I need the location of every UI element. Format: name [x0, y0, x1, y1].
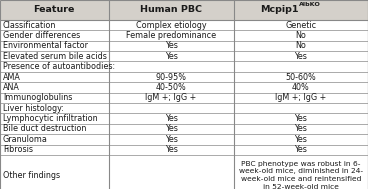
- Text: Lymphocytic infiltration: Lymphocytic infiltration: [3, 114, 98, 123]
- Text: Yes: Yes: [294, 114, 307, 123]
- Bar: [0, 41, 368, 51]
- Bar: [0, 72, 368, 82]
- Text: ANA: ANA: [3, 83, 20, 92]
- Text: 40%: 40%: [292, 83, 310, 92]
- Text: Yes: Yes: [294, 135, 307, 144]
- Text: Yes: Yes: [165, 125, 177, 133]
- Text: Environmental factor: Environmental factor: [3, 41, 88, 50]
- Bar: [0, 145, 368, 155]
- Bar: [0, 20, 368, 30]
- Text: Mcpip1: Mcpip1: [261, 5, 299, 14]
- Text: Granuloma: Granuloma: [3, 135, 48, 144]
- Text: Yes: Yes: [294, 52, 307, 61]
- Text: 50-60%: 50-60%: [286, 73, 316, 81]
- Bar: [0, 93, 368, 103]
- Bar: [0, 82, 368, 93]
- Text: Complex etiology: Complex etiology: [136, 21, 206, 29]
- Bar: [0, 113, 368, 124]
- Text: Fibrosis: Fibrosis: [3, 145, 33, 154]
- Bar: [0, 30, 368, 41]
- Text: Yes: Yes: [294, 125, 307, 133]
- Text: No: No: [296, 41, 306, 50]
- Text: 40-50%: 40-50%: [156, 83, 187, 92]
- Bar: [0, 124, 368, 134]
- Text: Female predominance: Female predominance: [126, 31, 216, 40]
- Text: Classification: Classification: [3, 21, 56, 29]
- Bar: [0, 61, 368, 72]
- Bar: [0, 51, 368, 61]
- Text: Bile duct destruction: Bile duct destruction: [3, 125, 86, 133]
- Bar: [0, 0, 368, 20]
- Bar: [0, 134, 368, 145]
- Text: Gender differences: Gender differences: [3, 31, 80, 40]
- Text: AMA: AMA: [3, 73, 21, 81]
- Text: Presence of autoantibodies:: Presence of autoantibodies:: [3, 62, 115, 71]
- Text: Yes: Yes: [165, 52, 177, 61]
- Text: Human PBC: Human PBC: [140, 5, 202, 14]
- Text: Yes: Yes: [165, 114, 177, 123]
- Text: Yes: Yes: [165, 145, 177, 154]
- Bar: [0, 155, 368, 189]
- Text: 90-95%: 90-95%: [156, 73, 187, 81]
- Text: Yes: Yes: [165, 41, 177, 50]
- Text: AlbKO: AlbKO: [299, 2, 321, 7]
- Text: Yes: Yes: [165, 135, 177, 144]
- Text: Liver histology:: Liver histology:: [3, 104, 64, 113]
- Text: No: No: [296, 31, 306, 40]
- Text: Elevated serum bile acids: Elevated serum bile acids: [3, 52, 107, 61]
- Text: IgM +; IgG +: IgM +; IgG +: [275, 93, 326, 102]
- Bar: [0, 103, 368, 113]
- Text: Yes: Yes: [294, 145, 307, 154]
- Text: Immunoglobulins: Immunoglobulins: [3, 93, 72, 102]
- Text: Genetic: Genetic: [285, 21, 316, 29]
- Text: Feature: Feature: [33, 5, 75, 14]
- Text: Other findings: Other findings: [3, 171, 60, 180]
- Text: IgM +; IgG +: IgM +; IgG +: [145, 93, 197, 102]
- Text: PBC phenotype was robust in 6-
week-old mice, diminished in 24-
week-old mice an: PBC phenotype was robust in 6- week-old …: [239, 161, 363, 189]
